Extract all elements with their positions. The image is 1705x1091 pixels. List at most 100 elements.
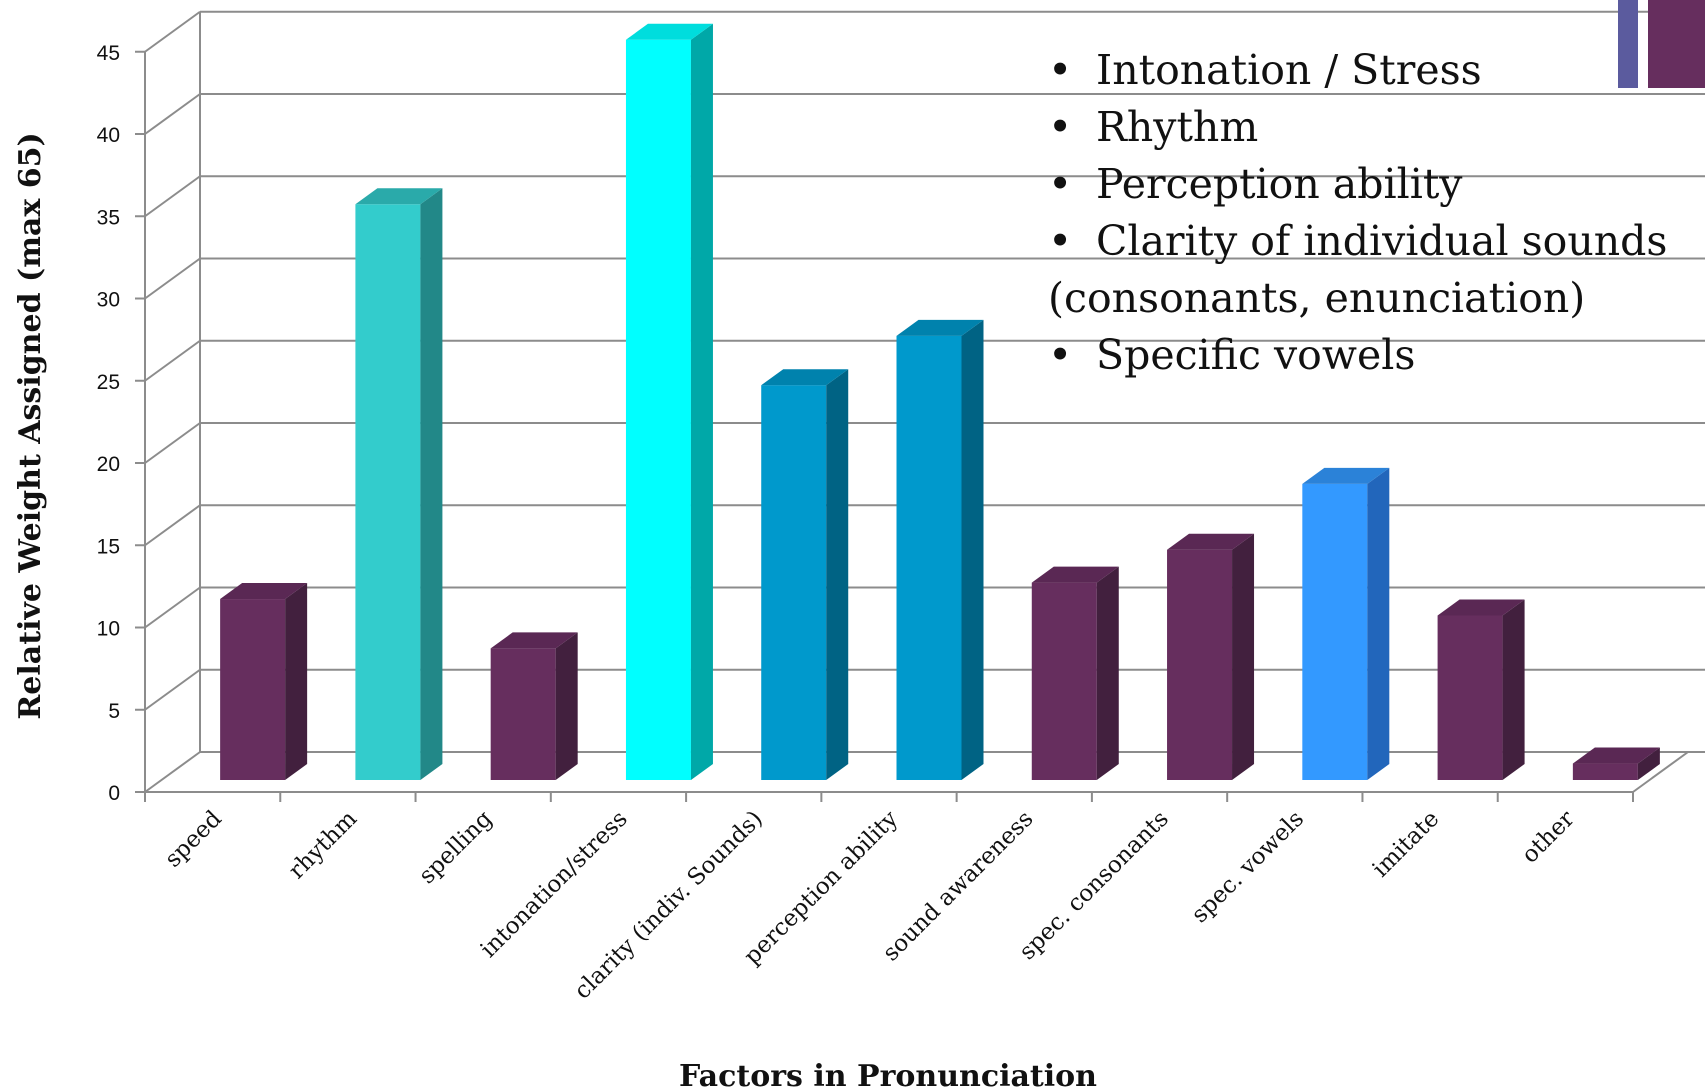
bar-side	[961, 319, 984, 780]
x-tick-label: speed	[160, 806, 227, 873]
gridline-depth	[144, 504, 201, 547]
floor-edge	[1632, 751, 1689, 793]
y-tick-label: 30	[97, 289, 120, 312]
gridline-depth	[144, 339, 201, 382]
bar-side	[1232, 533, 1255, 780]
bar-clarity-indiv-sounds-	[761, 369, 849, 780]
gridline-depth	[144, 10, 201, 53]
bullet-text: Rhythm	[1096, 103, 1259, 151]
bullet-item: • Perception ability	[1048, 156, 1667, 213]
bar-spec-vowels	[1302, 467, 1390, 780]
gridline-depth	[144, 586, 201, 629]
bar-side	[1367, 467, 1390, 780]
bar-side	[420, 188, 443, 780]
bar-side	[1637, 747, 1660, 780]
gridline-depth	[144, 751, 201, 793]
y-tick-label: 0	[108, 782, 120, 805]
bar-sound-awareness	[1031, 566, 1119, 780]
x-tick-label: intonation/stress	[476, 806, 633, 963]
bar-top	[490, 632, 578, 649]
bullet-item: • Specific vowels	[1048, 327, 1667, 384]
y-tick-label: 15	[97, 535, 120, 558]
bar-top	[1437, 599, 1525, 616]
bar-intonation-stress	[625, 23, 713, 780]
bar-top	[761, 369, 849, 386]
bullet-text: Perception ability	[1096, 160, 1463, 208]
bar-side	[826, 369, 849, 780]
bar-side	[285, 583, 308, 780]
bar-side	[555, 632, 578, 780]
bar-side	[1502, 599, 1525, 780]
x-tick-label: spec. consonants	[1015, 806, 1174, 965]
bar-front	[1302, 483, 1368, 780]
bar-front	[625, 39, 691, 780]
x-tick-label: perception ability	[739, 806, 903, 970]
bullet-text: Clarity of individual sounds	[1096, 217, 1668, 265]
bar-top	[1572, 747, 1660, 764]
y-tick-label: 10	[97, 618, 120, 641]
bullet-item: • Intonation / Stress	[1048, 42, 1667, 99]
bullet-glyph: •	[1048, 217, 1073, 265]
x-tick-label: spec. vowels	[1187, 806, 1309, 928]
gridline-depth	[144, 175, 201, 218]
bar-top	[625, 23, 713, 40]
y-tick-label: 20	[97, 453, 120, 476]
bar-rhythm	[355, 188, 443, 780]
chart-axes	[135, 11, 1689, 802]
bullet-continuation: (consonants, enunciation)	[1048, 270, 1667, 327]
y-axis-title: Relative Weight Assigned (max 65)	[13, 132, 48, 719]
gridline-depth	[144, 257, 201, 300]
bar-front	[1572, 763, 1638, 780]
x-tick-label: other	[1517, 806, 1580, 869]
corner-accent-block	[1648, 0, 1705, 88]
y-tick-labels: 0 5 10 15 20 25 30 35 40 45	[97, 42, 120, 805]
bullet-glyph: •	[1048, 331, 1073, 379]
chart-bars	[220, 23, 1660, 780]
gridline-depth	[144, 668, 201, 711]
gridline-depth	[144, 93, 201, 135]
x-tick-label: imitate	[1368, 806, 1445, 883]
gridline-depth	[144, 422, 201, 464]
bullet-text: Specific vowels	[1096, 331, 1416, 379]
corner-accent-bar	[1618, 0, 1638, 88]
y-tick-label: 45	[97, 42, 120, 65]
bar-front	[1031, 582, 1097, 780]
bar-top	[1302, 467, 1390, 484]
bar-spelling	[490, 632, 578, 780]
y-tick-label: 25	[97, 371, 120, 394]
bar-other	[1572, 747, 1660, 780]
bar-top	[1031, 566, 1119, 583]
x-tick-label: sound awareness	[878, 806, 1039, 967]
bar-front	[490, 648, 556, 780]
annotation-bullet-list: • Intonation / Stress • Rhythm • Perception…	[1048, 42, 1667, 384]
x-tick-label: rhythm	[284, 806, 362, 884]
bar-top	[355, 188, 443, 205]
x-tick-labels: speed rhythm spellingintonation/stressclar…	[160, 806, 1580, 1005]
bar-side	[690, 23, 713, 780]
bullet-glyph: •	[1048, 160, 1073, 208]
x-axis-title: Factors in Pronunciation	[679, 1059, 1097, 1091]
bar-speed	[220, 583, 308, 780]
bar-front	[220, 599, 286, 780]
bar-top	[1167, 533, 1255, 550]
y-tick-label: 40	[97, 124, 120, 147]
bar-top	[220, 583, 308, 600]
bar-front	[761, 385, 827, 780]
bullet-glyph: •	[1048, 103, 1073, 151]
bar-spec-consonants	[1167, 533, 1255, 780]
bar-imitate	[1437, 599, 1525, 780]
x-tick-label: spelling	[414, 806, 497, 889]
bar-perception-ability	[896, 319, 984, 780]
bullet-text: Intonation / Stress	[1096, 46, 1482, 94]
bullet-item: • Rhythm	[1048, 99, 1667, 156]
bullet-glyph: •	[1048, 46, 1073, 94]
bar-front	[1167, 549, 1233, 780]
y-tick-label: 35	[97, 206, 120, 229]
bar-front	[1437, 615, 1503, 780]
bullet-continuation-text: (consonants, enunciation)	[1048, 274, 1586, 322]
y-tick-label: 5	[108, 700, 120, 723]
bar-front	[896, 335, 962, 780]
bullet-item: • Clarity of individual sounds	[1048, 213, 1667, 270]
bar-front	[355, 204, 421, 780]
